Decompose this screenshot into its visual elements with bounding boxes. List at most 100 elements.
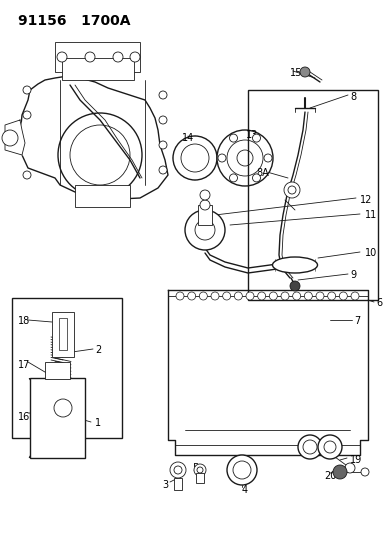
Text: 13: 13 xyxy=(246,130,258,140)
Circle shape xyxy=(57,52,67,62)
Circle shape xyxy=(324,441,336,453)
Circle shape xyxy=(264,154,272,162)
Circle shape xyxy=(298,435,322,459)
Circle shape xyxy=(176,292,184,300)
Circle shape xyxy=(185,210,225,250)
Circle shape xyxy=(281,292,289,300)
Bar xyxy=(55,42,140,72)
Text: 20: 20 xyxy=(324,471,336,481)
Circle shape xyxy=(304,292,312,300)
Circle shape xyxy=(351,292,359,300)
Circle shape xyxy=(130,52,140,62)
Circle shape xyxy=(361,468,369,476)
Polygon shape xyxy=(168,290,368,455)
Circle shape xyxy=(58,113,142,197)
Circle shape xyxy=(316,292,324,300)
Text: 19: 19 xyxy=(350,455,362,465)
Circle shape xyxy=(284,182,300,198)
Circle shape xyxy=(23,171,31,179)
Text: 16: 16 xyxy=(18,412,30,422)
Circle shape xyxy=(199,292,208,300)
Text: 3: 3 xyxy=(162,480,168,490)
Circle shape xyxy=(70,125,130,185)
Circle shape xyxy=(113,52,123,62)
Text: 1: 1 xyxy=(95,418,101,428)
Ellipse shape xyxy=(273,257,318,273)
Circle shape xyxy=(85,52,95,62)
Circle shape xyxy=(253,134,261,142)
Circle shape xyxy=(233,461,251,479)
Circle shape xyxy=(174,466,182,474)
Text: 18: 18 xyxy=(18,316,30,326)
Bar xyxy=(174,478,182,490)
Circle shape xyxy=(211,292,219,300)
Text: 14: 14 xyxy=(182,133,194,143)
Text: 91156   1700A: 91156 1700A xyxy=(18,14,131,28)
Text: 15: 15 xyxy=(290,68,302,78)
Text: 2: 2 xyxy=(95,345,101,355)
Polygon shape xyxy=(5,120,25,155)
Circle shape xyxy=(200,190,210,200)
Circle shape xyxy=(23,111,31,119)
Circle shape xyxy=(159,91,167,99)
Circle shape xyxy=(159,116,167,124)
Circle shape xyxy=(217,130,273,186)
Text: 11: 11 xyxy=(365,210,377,220)
Text: 10: 10 xyxy=(365,248,377,258)
Circle shape xyxy=(234,292,242,300)
Text: 8A: 8A xyxy=(256,168,269,178)
Circle shape xyxy=(237,150,253,166)
Text: 17: 17 xyxy=(18,360,30,370)
Circle shape xyxy=(333,465,347,479)
Text: 12: 12 xyxy=(360,195,372,205)
Bar xyxy=(45,362,70,379)
Circle shape xyxy=(288,186,296,194)
Circle shape xyxy=(223,292,231,300)
Circle shape xyxy=(318,435,342,459)
Bar xyxy=(248,90,378,300)
Circle shape xyxy=(159,166,167,174)
Circle shape xyxy=(159,141,167,149)
Circle shape xyxy=(328,292,336,300)
Circle shape xyxy=(246,292,254,300)
Text: 7: 7 xyxy=(354,316,360,326)
Circle shape xyxy=(218,154,226,162)
Circle shape xyxy=(173,136,217,180)
Circle shape xyxy=(197,467,203,473)
Circle shape xyxy=(23,86,31,94)
Circle shape xyxy=(303,440,317,454)
Bar xyxy=(196,473,204,483)
Bar xyxy=(198,205,212,225)
Circle shape xyxy=(229,134,238,142)
Circle shape xyxy=(200,200,210,210)
Circle shape xyxy=(227,140,263,176)
Circle shape xyxy=(345,463,355,473)
Polygon shape xyxy=(20,76,168,200)
Circle shape xyxy=(339,292,347,300)
Bar xyxy=(59,318,67,350)
Bar xyxy=(12,298,122,438)
Circle shape xyxy=(270,292,277,300)
Circle shape xyxy=(300,67,310,77)
Circle shape xyxy=(253,174,261,182)
Circle shape xyxy=(181,144,209,172)
Circle shape xyxy=(54,399,72,417)
Circle shape xyxy=(290,281,300,291)
Circle shape xyxy=(2,130,18,146)
Text: 4: 4 xyxy=(242,485,248,495)
Circle shape xyxy=(258,292,266,300)
Bar xyxy=(30,378,85,458)
Text: 6: 6 xyxy=(376,298,382,308)
Bar xyxy=(62,58,134,80)
Circle shape xyxy=(293,292,301,300)
Text: 9: 9 xyxy=(350,270,356,280)
Circle shape xyxy=(187,292,196,300)
Circle shape xyxy=(170,462,186,478)
Circle shape xyxy=(227,455,257,485)
Circle shape xyxy=(195,220,215,240)
Text: 5: 5 xyxy=(192,463,198,473)
Text: 8: 8 xyxy=(350,92,356,102)
Circle shape xyxy=(229,174,238,182)
Bar xyxy=(52,312,74,357)
Circle shape xyxy=(194,464,206,476)
